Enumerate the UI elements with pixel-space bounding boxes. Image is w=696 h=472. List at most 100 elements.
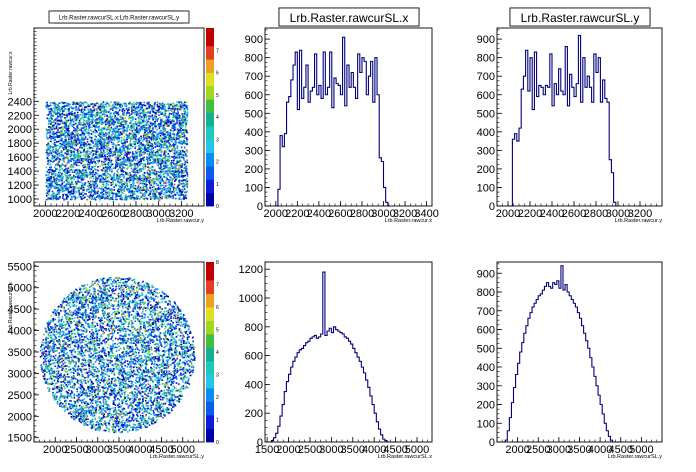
y-tick-label: 600 <box>245 351 263 363</box>
colorbar-cell <box>206 134 214 140</box>
plot-frame <box>33 27 205 207</box>
y-axis-label: Lrb.Raster.rawcur.x <box>8 51 14 95</box>
colorbar-cell <box>206 183 214 189</box>
colorbar-cell <box>206 148 214 153</box>
colorbar-cell <box>206 325 214 330</box>
colorbar-tick-label: 2 <box>216 160 219 166</box>
colorbar-tick-label: 4 <box>216 115 219 121</box>
colorbar-cell <box>206 334 214 339</box>
plot-frame <box>496 27 663 207</box>
colorbar-cell <box>206 329 214 335</box>
colorbar-cell <box>206 343 214 348</box>
y-tick-label: 0 <box>257 201 263 213</box>
colorbar-cell <box>206 41 214 47</box>
x-tick-label: 3500 <box>567 444 591 456</box>
y-tick-label: 800 <box>477 53 495 65</box>
colorbar-cell <box>206 419 214 425</box>
chart-title: Lrb.Raster.rawcurSL.x <box>290 11 409 25</box>
colorbar-cell <box>206 392 214 398</box>
y-tick-label: 3000 <box>8 368 32 380</box>
colorbar-cell <box>206 302 214 308</box>
colorbar-tick-label: 2 <box>216 395 219 401</box>
y-tick-label: 400 <box>245 127 263 139</box>
y-tick-label: 0 <box>257 437 263 449</box>
y-tick-label: 3500 <box>8 347 32 359</box>
y-tick-label: 0 <box>489 201 495 213</box>
colorbar-tick-label: 5 <box>216 328 219 334</box>
plot-frame <box>264 261 433 443</box>
y-tick-label: 100 <box>245 182 263 194</box>
x-tick-label: 2800 <box>584 208 608 220</box>
colorbar-tick-label: 6 <box>216 305 219 311</box>
x-tick-label: 2600 <box>328 208 352 220</box>
colorbar-cell <box>206 28 214 33</box>
x-tick-label: 2500 <box>298 444 322 456</box>
colorbar-cell <box>206 192 214 198</box>
colorbar-tick-label: 6 <box>216 71 219 77</box>
y-tick-label: 700 <box>245 71 263 83</box>
chart-panel-5: Lrb.Raster.rawcurSL.x1500200025003000350… <box>239 7 433 460</box>
x-tick-label: 2000 <box>264 208 288 220</box>
x-tick-label: 2600 <box>562 208 586 220</box>
y-tick-label: 500 <box>477 108 495 120</box>
y-tick-label: 200 <box>477 400 495 412</box>
colorbar-cell <box>206 63 214 69</box>
y-tick-label: 1600 <box>8 152 32 164</box>
y-tick-label: 200 <box>245 164 263 176</box>
colorbar-cell <box>206 298 214 303</box>
y-tick-label: 1000 <box>239 293 263 305</box>
colorbar-cell <box>206 125 214 131</box>
colorbar-cell <box>206 68 214 73</box>
chart-title-box <box>509 7 651 27</box>
y-tick-label: 1800 <box>8 138 32 150</box>
colorbar-tick-label: 7 <box>216 283 219 289</box>
colorbar-tick-label: 3 <box>216 137 219 143</box>
y-tick-label: 2000 <box>8 124 32 136</box>
y-tick-label: 500 <box>245 108 263 120</box>
colorbar-cell <box>206 117 214 122</box>
y-tick-label: 4000 <box>8 326 32 338</box>
colorbar-cell <box>206 361 214 366</box>
y-tick-label: 2200 <box>8 110 32 122</box>
plot-frame <box>33 261 205 443</box>
x-tick-label: 1500 <box>255 444 279 456</box>
y-tick-label: 600 <box>245 90 263 102</box>
x-tick-label: 2000 <box>496 208 520 220</box>
colorbar-cell <box>206 85 214 91</box>
colorbar-cell <box>206 410 214 416</box>
colorbar-cell <box>206 152 214 158</box>
x-tick-label: 3000 <box>606 208 630 220</box>
y-tick-label: 200 <box>477 164 495 176</box>
heatmap-cells <box>39 276 196 434</box>
x-axis-label: Lrb.Raster.rawcur.y <box>157 218 205 224</box>
colorbar-cell <box>206 401 214 407</box>
colorbar-cell <box>206 307 214 312</box>
colorbar-cell <box>206 59 214 64</box>
colorbar-cell <box>206 32 214 38</box>
colorbar-tick-label: 3 <box>216 373 219 379</box>
x-tick-label: 4000 <box>362 444 386 456</box>
y-tick-label: 400 <box>245 379 263 391</box>
chart-panel-3: Lrb.Raster.rawcur.y200022002400260028003… <box>477 7 663 224</box>
colorbar-cell <box>206 139 214 145</box>
colorbar-tick-label: 0 <box>216 440 219 446</box>
y-tick-label: 300 <box>245 145 263 157</box>
colorbar-cell <box>206 90 214 96</box>
y-tick-label: 600 <box>477 90 495 102</box>
x-tick-label: 3000 <box>319 444 343 456</box>
colorbar-cell <box>206 338 214 344</box>
colorbar-cell <box>206 108 214 113</box>
histogram-series <box>508 34 621 207</box>
colorbar-cell <box>206 50 214 56</box>
colorbar-tick-label: 0 <box>216 204 219 210</box>
colorbar-cell <box>206 289 214 294</box>
colorbar-cell <box>206 262 214 267</box>
y-tick-label: 800 <box>245 322 263 334</box>
y-tick-label: 500 <box>477 343 495 355</box>
y-tick-label: 300 <box>477 381 495 393</box>
colorbar: 0 1 2 3 4 5 6 7 <box>206 28 219 210</box>
x-tick-label: 3200 <box>628 208 652 220</box>
x-axis-label: Lrb.Raster.rawcurSL.y <box>608 454 663 460</box>
y-tick-label: 900 <box>477 34 495 46</box>
